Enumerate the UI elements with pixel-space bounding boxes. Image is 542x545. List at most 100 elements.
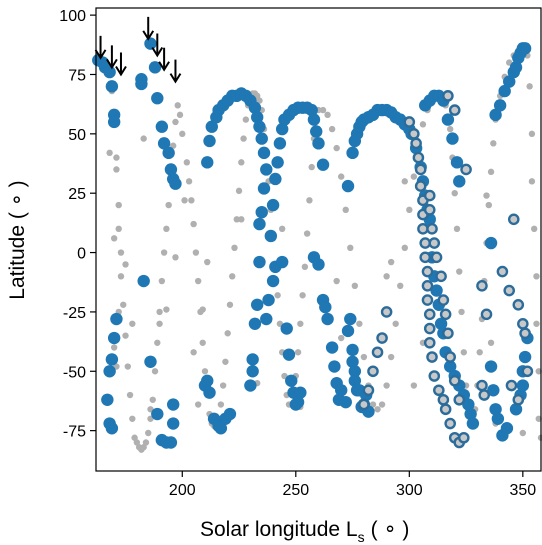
filled-point [101, 393, 114, 406]
background-point [356, 320, 363, 327]
filled-point [103, 65, 116, 79]
filled-point [484, 236, 498, 250]
open-circle-point [442, 90, 454, 102]
x-axis-label-text: Solar longitude L [200, 518, 358, 541]
background-point [526, 83, 533, 90]
filled-point [307, 113, 321, 126]
filled-point [341, 179, 355, 193]
filled-point [246, 353, 259, 366]
background-point [217, 401, 225, 408]
filled-point [105, 422, 119, 435]
background-point [199, 339, 206, 346]
filled-point [280, 322, 293, 335]
background-point [163, 306, 170, 313]
open-circle-point [371, 346, 384, 359]
background-point [140, 135, 147, 142]
filled-point [344, 312, 357, 326]
background-point [172, 254, 179, 261]
background-point [324, 111, 331, 119]
background-point [149, 396, 156, 403]
filled-point [275, 255, 289, 269]
open-circle-point [437, 393, 450, 406]
filled-point [516, 379, 530, 392]
filled-point [257, 182, 271, 195]
background-point [113, 154, 120, 161]
filled-point [151, 92, 164, 105]
filled-point [164, 163, 178, 176]
arrow-head [158, 61, 170, 72]
filled-point [148, 61, 162, 74]
background-point [145, 429, 152, 437]
background-point [476, 349, 483, 356]
filled-point [262, 293, 275, 307]
background-point [190, 349, 197, 356]
background-point [333, 144, 340, 152]
background-point [115, 201, 122, 209]
background-point [165, 201, 172, 209]
open-circle-point [505, 379, 518, 392]
background-point [351, 282, 359, 289]
open-circle-point [380, 306, 393, 318]
filled-point [291, 395, 305, 409]
filled-point [203, 134, 216, 148]
open-circle-point [460, 163, 472, 176]
background-point [342, 206, 349, 214]
open-circle-point [480, 308, 493, 321]
background-point [410, 173, 418, 180]
background-point [219, 382, 227, 389]
background-point [174, 102, 181, 109]
filled-point [464, 407, 477, 421]
filled-point [489, 403, 502, 416]
filled-point [164, 436, 178, 449]
open-circle-point [448, 104, 461, 116]
background-point [299, 292, 306, 299]
background-point [383, 382, 390, 389]
background-point [163, 225, 170, 233]
open-circle-point [437, 294, 450, 306]
y-tick-label: -75 [63, 424, 86, 441]
background-point [126, 391, 134, 399]
open-circle-point [419, 251, 432, 264]
filled-point [266, 274, 280, 288]
background-point [179, 130, 186, 138]
filled-point [489, 108, 502, 122]
background-point [113, 166, 120, 173]
filled-point [509, 403, 523, 416]
open-circle-point [512, 393, 525, 406]
background-point [256, 97, 263, 104]
filled-point [244, 379, 257, 392]
filled-point [260, 163, 273, 176]
background-point [297, 320, 304, 327]
open-circle-point [421, 294, 434, 306]
open-circle-point [433, 384, 445, 397]
filled-point [201, 156, 214, 169]
filled-point [285, 374, 298, 387]
open-circle-point [426, 223, 438, 235]
open-circle-point [414, 163, 427, 176]
filled-point [305, 103, 318, 117]
points-layer [92, 37, 542, 453]
open-circle-point [521, 365, 534, 378]
filled-point [348, 365, 362, 378]
filled-point [310, 125, 323, 138]
open-circle-point [358, 398, 370, 411]
background-point [528, 178, 536, 185]
background-point [401, 178, 408, 185]
y-axis-ticks: 100 75 50 25 0 -25 -50 -75 [59, 8, 96, 441]
open-circle-point [476, 279, 488, 292]
background-point [528, 130, 536, 138]
background-point [535, 368, 542, 375]
background-point [487, 339, 495, 346]
open-circle-point [423, 204, 436, 216]
filled-point [503, 75, 516, 88]
background-point [238, 159, 245, 166]
background-point [401, 244, 408, 252]
background-point [419, 121, 427, 128]
open-circle-point [421, 265, 434, 278]
background-point [458, 308, 465, 316]
filled-point [346, 343, 359, 357]
open-circle-point [376, 332, 388, 344]
open-circle-point [439, 403, 452, 416]
filled-point [205, 120, 218, 133]
background-point [181, 197, 188, 204]
